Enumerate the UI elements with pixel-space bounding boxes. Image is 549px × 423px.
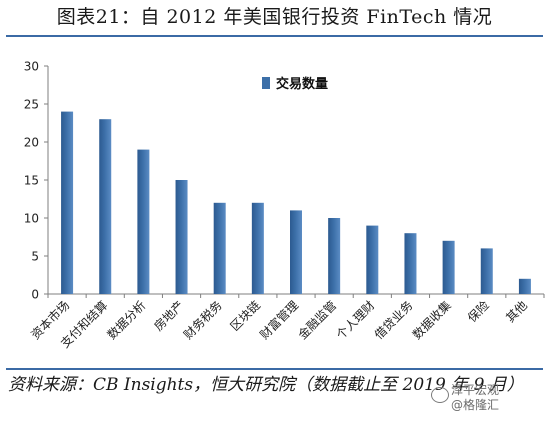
legend: 交易数量 [262, 76, 328, 92]
source-divider [6, 368, 543, 370]
bar-8 [328, 218, 341, 294]
y-tick-label: 25 [24, 98, 39, 112]
y-tick-label: 30 [24, 60, 39, 74]
bar-5 [213, 202, 226, 294]
bar-2 [99, 119, 112, 294]
x-axis [47, 293, 545, 298]
bar-7 [290, 210, 302, 294]
watermark: 泽平宏观 @格隆汇 [431, 383, 543, 413]
bars-group [61, 111, 531, 294]
bar-12 [480, 248, 493, 294]
category-label: 数据收集 [409, 298, 454, 343]
wechat-icon [431, 387, 449, 403]
category-label: 房地产 [151, 298, 187, 334]
y-axis: 0 5 10 15 20 25 30 [24, 60, 49, 302]
category-label: 其他 [503, 298, 530, 325]
bar-9 [366, 225, 379, 294]
y-tick-label: 20 [24, 136, 39, 150]
legend-label: 交易数量 [276, 76, 328, 92]
category-label: 保险 [464, 298, 492, 326]
y-tick-label: 5 [31, 250, 39, 264]
legend-swatch [262, 77, 270, 89]
category-label: 数据分析 [104, 298, 149, 343]
category-label: 个人理财 [334, 298, 378, 342]
bar-3 [137, 149, 150, 294]
category-label: 区块链 [227, 298, 263, 334]
category-label: 借贷业务 [371, 298, 416, 343]
watermark-line-2: @格隆汇 [451, 398, 500, 412]
y-tick-label: 0 [31, 288, 39, 302]
bar-1 [61, 111, 74, 294]
y-tick-label: 10 [24, 212, 39, 226]
source-note: 资料来源：CB Insights，恒大研究院（数据截止至 2019 年 9 月） [8, 375, 524, 395]
bar-11 [442, 240, 455, 294]
bar-10 [404, 233, 417, 294]
bar-13 [518, 278, 531, 294]
watermark-line-1: 泽平宏观 [451, 383, 500, 397]
y-tick-label: 15 [24, 174, 39, 188]
bar-4 [175, 180, 188, 294]
chart-title: 图表21：自 2012 年美国银行投资 FinTech 情况 [56, 6, 493, 28]
title-divider [6, 35, 543, 37]
category-label: 财富管理 [257, 298, 302, 343]
category-label: 财务税务 [180, 298, 225, 343]
category-label: 金融监管 [295, 298, 340, 343]
bar-6 [251, 202, 264, 294]
